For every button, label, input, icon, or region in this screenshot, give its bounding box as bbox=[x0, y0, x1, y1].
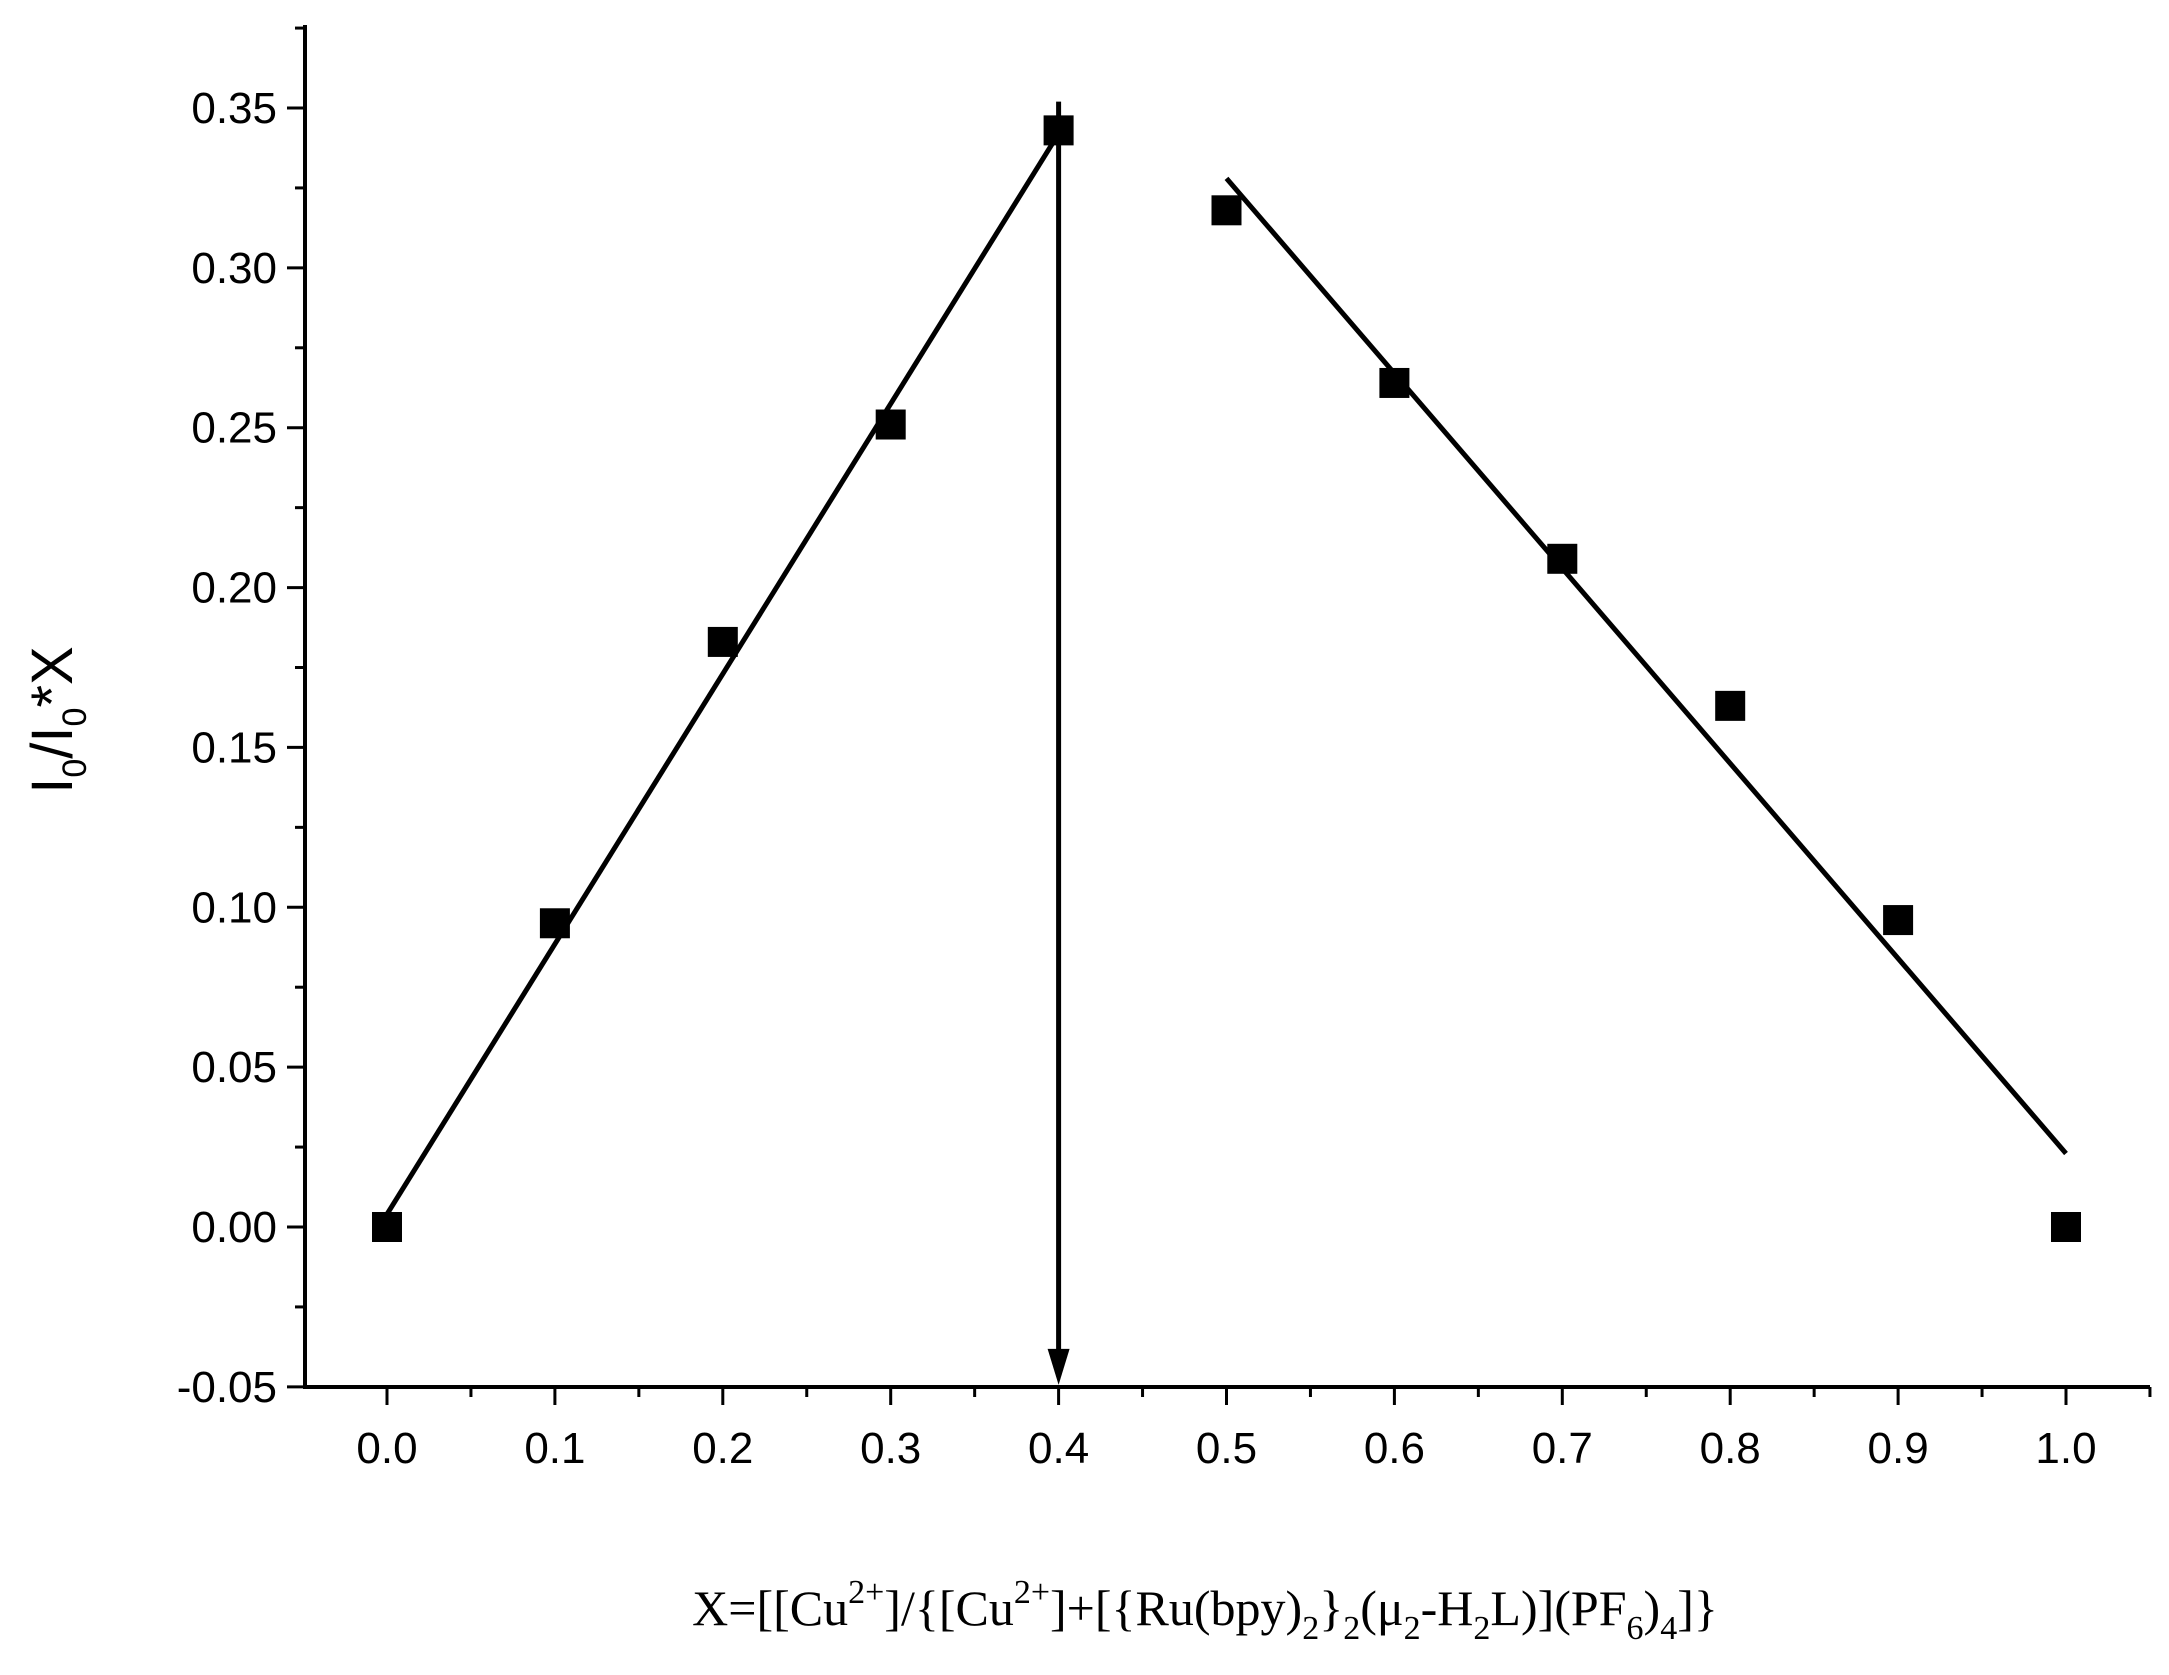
data-point bbox=[875, 409, 906, 440]
y-tick-label: -0.05 bbox=[177, 1363, 277, 1412]
data-point bbox=[1211, 195, 1242, 226]
data-point bbox=[1715, 690, 1746, 721]
y-axis-title: I0/I0*X bbox=[20, 646, 94, 793]
x-tick-label: 0.8 bbox=[1700, 1424, 1761, 1473]
x-tick-label: 0.1 bbox=[524, 1424, 585, 1473]
y-tick-label: 0.25 bbox=[191, 404, 277, 453]
x-tick-label: 0.3 bbox=[860, 1424, 921, 1473]
data-point bbox=[1883, 905, 1914, 936]
fit-lines bbox=[384, 132, 2068, 1216]
data-points bbox=[372, 115, 2081, 1242]
x-tick-label: 0.4 bbox=[1028, 1424, 1089, 1473]
x-tick-label: 1.0 bbox=[2035, 1424, 2096, 1473]
x-tick-label: 0.2 bbox=[692, 1424, 753, 1473]
axes bbox=[303, 25, 2150, 1389]
data-point bbox=[2051, 1212, 2081, 1242]
x-axis-title: X=[[Cu2+]/{[Cu2+]+[{Ru(bpy)2}2(μ2-H2L)](… bbox=[692, 1574, 1718, 1647]
data-point bbox=[707, 626, 738, 657]
linear-fit-line bbox=[1224, 176, 2068, 1156]
data-point bbox=[539, 908, 570, 939]
x-tick-label: 0.9 bbox=[1868, 1424, 1929, 1473]
y-tick-label: 0.15 bbox=[191, 723, 277, 772]
x-tick-label: 0.5 bbox=[1196, 1424, 1257, 1473]
stoichiometry-arrow bbox=[1047, 101, 1070, 1385]
data-point bbox=[1043, 115, 1074, 146]
data-point bbox=[1547, 543, 1578, 574]
x-ticks: 0.0 0.1 0.2 0.3 0.4 0.5 0.6 0.7 0.8 0.9 1.0 bbox=[356, 1387, 2152, 1473]
x-tick-label: 0.6 bbox=[1364, 1424, 1425, 1473]
linear-fit-line bbox=[384, 132, 1061, 1216]
y-tick-label: 0.10 bbox=[191, 883, 277, 932]
data-point bbox=[1379, 367, 1410, 398]
x-tick-label: 0.0 bbox=[356, 1424, 417, 1473]
y-tick-label: 0.00 bbox=[191, 1203, 277, 1252]
x-tick-label: 0.7 bbox=[1532, 1424, 1593, 1473]
y-tick-label: 0.20 bbox=[191, 564, 277, 613]
y-tick-label: 0.30 bbox=[191, 244, 277, 293]
y-tick-label: 0.05 bbox=[191, 1043, 277, 1092]
y-tick-label: 0.35 bbox=[191, 84, 277, 133]
y-ticks: -0.05 0.00 0.05 0.10 0.15 0.20 0.25 0.30 0.35 bbox=[177, 26, 305, 1412]
arrow-head bbox=[1047, 1348, 1070, 1385]
data-point bbox=[372, 1212, 402, 1242]
